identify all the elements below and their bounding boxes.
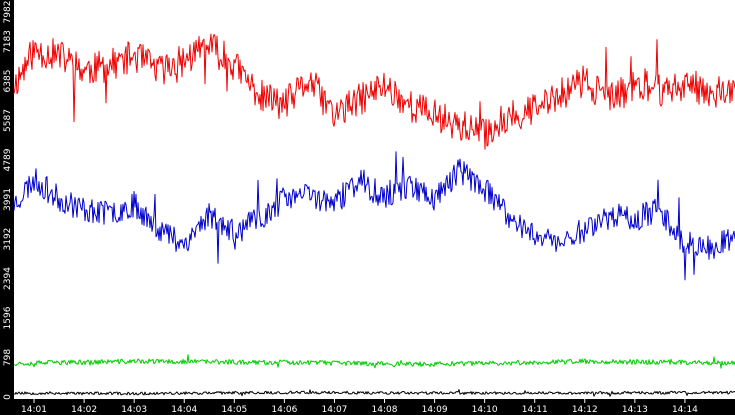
series-line-0 xyxy=(13,33,735,150)
x-tick-label: 14:08 xyxy=(372,405,398,415)
y-tick-label: 2394 xyxy=(3,267,13,290)
y-axis-ticks: 0 798 1596 2394 3192 3991 4789 5587 6385 7183 7982 xyxy=(3,1,13,400)
x-tick-label: 14:03 xyxy=(121,405,147,415)
x-tick-label: 14:04 xyxy=(171,405,197,415)
x-tick-label: 14:06 xyxy=(271,405,297,415)
y-tick-label: 0 xyxy=(3,394,13,400)
x-tick-label: 14:10 xyxy=(472,405,498,415)
x-tick-label: 14:14 xyxy=(672,405,698,415)
x-tick-label: 14:12 xyxy=(572,405,598,415)
y-tick-label: 3192 xyxy=(3,228,13,251)
y-tick-label: 6385 xyxy=(3,70,13,93)
y-tick-label: 4789 xyxy=(3,148,13,171)
series-line-3 xyxy=(13,389,735,397)
y-tick-label: 7183 xyxy=(3,30,13,53)
x-tick-label: 14:07 xyxy=(321,405,347,415)
y-tick-label: 3991 xyxy=(3,188,13,211)
x-tick-label: 14:11 xyxy=(522,405,548,415)
x-tick-label: 14:09 xyxy=(422,405,448,415)
y-tick-label: 1596 xyxy=(3,306,13,329)
series-line-2 xyxy=(13,354,735,369)
y-tick-label: 5587 xyxy=(3,109,13,132)
x-axis-ticks: 14:01 14:02 14:03 14:04 14:05 14:06 14:07 14:08… xyxy=(21,399,698,415)
series-line-1 xyxy=(13,151,735,281)
y-axis-bar xyxy=(0,0,14,415)
x-tick-label: 14:13 xyxy=(622,405,648,415)
x-tick-label: 14:05 xyxy=(221,405,247,415)
x-tick-label: 14:02 xyxy=(71,405,97,415)
y-tick-label: 7982 xyxy=(3,1,13,24)
y-tick-label: 798 xyxy=(3,349,13,366)
series-layer xyxy=(13,33,735,397)
x-tick-label: 14:01 xyxy=(21,405,47,415)
